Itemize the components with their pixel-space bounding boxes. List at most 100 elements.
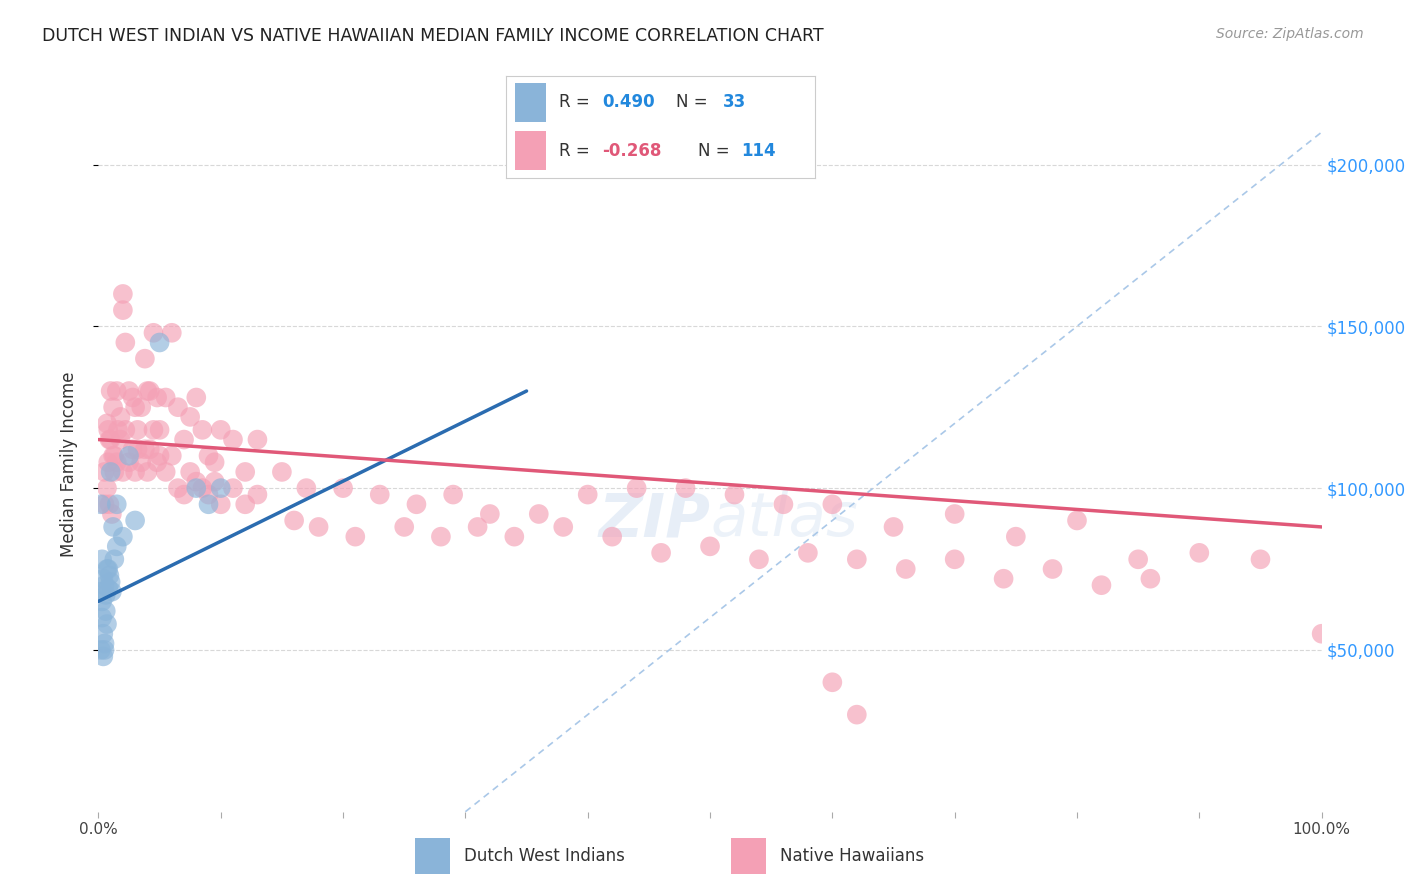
- Point: [100, 574, 122, 589]
- Point: [405, 497, 427, 511]
- Point: [124, 513, 146, 527]
- Point: [503, 530, 526, 544]
- Point: [101, 584, 124, 599]
- Point: [91, 572, 114, 586]
- Point: [97, 582, 120, 596]
- Point: [332, 481, 354, 495]
- Point: [127, 442, 149, 457]
- Point: [209, 497, 232, 511]
- Point: [136, 465, 159, 479]
- Point: [209, 423, 232, 437]
- Bar: [516, 83, 547, 122]
- Point: [173, 487, 195, 501]
- Point: [124, 401, 146, 415]
- Point: [155, 391, 177, 405]
- Text: -0.268: -0.268: [602, 142, 661, 160]
- Point: [392, 520, 416, 534]
- Point: [821, 497, 844, 511]
- Point: [155, 465, 177, 479]
- Point: [114, 335, 136, 350]
- Point: [675, 481, 697, 495]
- Point: [121, 442, 143, 457]
- Point: [748, 552, 770, 566]
- Point: [993, 572, 1015, 586]
- Point: [246, 433, 269, 447]
- Point: [191, 423, 214, 437]
- Point: [167, 481, 190, 495]
- Point: [772, 497, 794, 511]
- Point: [149, 335, 172, 350]
- Point: [142, 423, 165, 437]
- Point: [98, 433, 121, 447]
- Point: [943, 552, 966, 566]
- Point: [173, 433, 195, 447]
- Point: [110, 409, 132, 424]
- Point: [90, 497, 112, 511]
- Point: [167, 401, 190, 415]
- Point: [93, 636, 115, 650]
- Bar: [415, 838, 450, 874]
- Point: [127, 423, 149, 437]
- Text: Source: ZipAtlas.com: Source: ZipAtlas.com: [1216, 27, 1364, 41]
- Point: [246, 487, 269, 501]
- Point: [100, 384, 122, 398]
- Point: [1139, 572, 1161, 586]
- Point: [576, 487, 599, 501]
- Point: [105, 540, 128, 554]
- Point: [111, 530, 134, 544]
- Text: N =: N =: [697, 142, 735, 160]
- Point: [1249, 552, 1271, 566]
- Point: [1310, 626, 1333, 640]
- Point: [107, 423, 129, 437]
- Point: [98, 568, 121, 582]
- Point: [93, 465, 115, 479]
- Point: [105, 497, 128, 511]
- Text: 33: 33: [723, 94, 747, 112]
- Point: [600, 530, 623, 544]
- Point: [124, 465, 146, 479]
- Point: [139, 384, 162, 398]
- Point: [96, 617, 118, 632]
- Point: [723, 487, 745, 501]
- Point: [100, 433, 122, 447]
- Point: [204, 455, 226, 469]
- Point: [100, 465, 122, 479]
- Point: [845, 552, 868, 566]
- Point: [699, 540, 721, 554]
- Point: [368, 487, 391, 501]
- Point: [146, 391, 169, 405]
- Text: Dutch West Indians: Dutch West Indians: [464, 847, 624, 865]
- Point: [134, 442, 156, 457]
- Point: [97, 562, 120, 576]
- Text: N =: N =: [676, 94, 713, 112]
- Text: Native Hawaiians: Native Hawaiians: [780, 847, 925, 865]
- Point: [111, 303, 134, 318]
- Point: [93, 578, 115, 592]
- Point: [91, 610, 114, 624]
- Point: [186, 475, 208, 489]
- Point: [308, 520, 330, 534]
- Point: [96, 481, 118, 495]
- Point: [222, 481, 245, 495]
- Point: [103, 465, 125, 479]
- Point: [883, 520, 905, 534]
- Point: [101, 520, 124, 534]
- Point: [186, 481, 208, 495]
- Point: [1128, 552, 1150, 566]
- Point: [94, 604, 117, 618]
- Point: [149, 423, 172, 437]
- Point: [467, 520, 489, 534]
- Point: [197, 487, 219, 501]
- Point: [894, 562, 917, 576]
- Point: [96, 562, 118, 576]
- Text: ZIP: ZIP: [598, 490, 710, 549]
- Point: [91, 649, 114, 664]
- Point: [527, 507, 550, 521]
- Y-axis label: Median Family Income: Median Family Income: [59, 371, 77, 557]
- Point: [283, 513, 305, 527]
- Point: [129, 401, 152, 415]
- Point: [118, 384, 141, 398]
- Point: [233, 497, 256, 511]
- Point: [103, 552, 125, 566]
- Point: [103, 449, 125, 463]
